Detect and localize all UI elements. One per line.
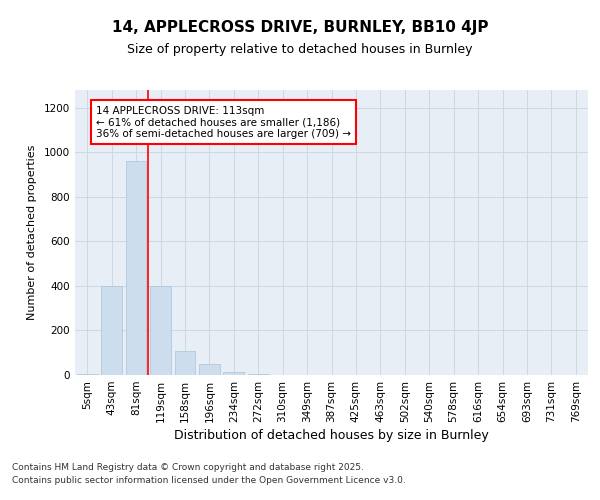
Text: Contains public sector information licensed under the Open Government Licence v3: Contains public sector information licen… (12, 476, 406, 485)
Text: 14 APPLECROSS DRIVE: 113sqm
← 61% of detached houses are smaller (1,186)
36% of : 14 APPLECROSS DRIVE: 113sqm ← 61% of det… (96, 106, 351, 139)
Bar (223, 372, 244, 375)
Text: Contains HM Land Registry data © Crown copyright and database right 2025.: Contains HM Land Registry data © Crown c… (12, 464, 364, 472)
Y-axis label: Number of detached properties: Number of detached properties (27, 145, 37, 320)
Bar (77, 374, 98, 375)
Bar (101, 286, 122, 375)
Text: Size of property relative to detached houses in Burnley: Size of property relative to detached ho… (127, 42, 473, 56)
Bar (248, 374, 269, 375)
X-axis label: Distribution of detached houses by size in Burnley: Distribution of detached houses by size … (174, 429, 489, 442)
Bar (175, 350, 196, 375)
Bar (199, 364, 220, 375)
Text: 14, APPLECROSS DRIVE, BURNLEY, BB10 4JP: 14, APPLECROSS DRIVE, BURNLEY, BB10 4JP (112, 20, 488, 35)
Bar (125, 161, 146, 375)
Bar (150, 286, 171, 375)
